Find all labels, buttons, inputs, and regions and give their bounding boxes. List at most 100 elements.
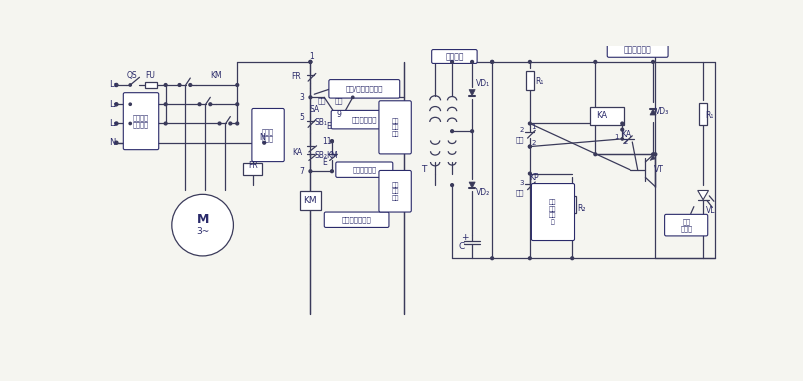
Circle shape	[218, 122, 221, 125]
Text: E: E	[326, 122, 331, 131]
Circle shape	[621, 138, 622, 140]
Circle shape	[450, 61, 453, 63]
Text: FR: FR	[247, 161, 257, 170]
Circle shape	[528, 145, 531, 148]
Circle shape	[129, 103, 131, 106]
Bar	[699, 104, 706, 125]
Text: SA: SA	[309, 105, 319, 114]
Circle shape	[115, 103, 118, 106]
Text: 手动启动按钮: 手动启动按钮	[352, 166, 376, 173]
Bar	[589, 107, 623, 125]
Polygon shape	[697, 190, 707, 200]
FancyBboxPatch shape	[378, 170, 411, 212]
Text: VT: VT	[653, 165, 662, 174]
Text: VD₃: VD₃	[654, 107, 669, 117]
Text: 7: 7	[299, 167, 304, 176]
FancyBboxPatch shape	[251, 109, 284, 162]
Text: 自动: 自动	[317, 98, 326, 104]
Text: R₂: R₂	[577, 204, 585, 213]
Text: 2: 2	[623, 139, 627, 145]
Circle shape	[470, 130, 473, 133]
Circle shape	[129, 84, 131, 86]
Text: KA: KA	[620, 130, 630, 139]
Text: 3~: 3~	[196, 227, 209, 236]
Text: 3: 3	[299, 93, 304, 102]
Circle shape	[593, 61, 596, 63]
Text: 自动
回路
启动: 自动 回路 启动	[391, 182, 398, 200]
Circle shape	[178, 83, 181, 86]
Text: 手动停止按钮: 手动停止按钮	[351, 116, 377, 123]
Circle shape	[172, 194, 233, 256]
Circle shape	[570, 257, 573, 259]
Bar	[145, 82, 157, 88]
Circle shape	[528, 122, 531, 125]
FancyBboxPatch shape	[328, 80, 399, 98]
Circle shape	[330, 140, 333, 142]
Circle shape	[115, 122, 118, 125]
Text: VD₂: VD₂	[475, 188, 489, 197]
Circle shape	[528, 145, 531, 148]
Text: C: C	[458, 242, 464, 251]
Text: KA: KA	[595, 111, 606, 120]
Text: FR: FR	[291, 72, 301, 81]
Text: 上限: 上限	[515, 136, 523, 143]
Text: 旦源接触器线圈: 旦源接触器线圈	[341, 216, 371, 223]
Circle shape	[620, 122, 623, 125]
Circle shape	[620, 128, 623, 131]
Text: QS: QS	[126, 71, 137, 80]
Circle shape	[308, 61, 312, 63]
Circle shape	[235, 103, 238, 106]
Circle shape	[490, 61, 493, 63]
FancyBboxPatch shape	[123, 93, 158, 150]
Circle shape	[330, 170, 333, 173]
Circle shape	[115, 83, 118, 86]
FancyBboxPatch shape	[378, 101, 411, 154]
Circle shape	[235, 122, 238, 125]
FancyBboxPatch shape	[664, 215, 707, 236]
Circle shape	[470, 61, 473, 63]
Circle shape	[330, 140, 333, 142]
Circle shape	[164, 122, 167, 125]
Text: L₂: L₂	[108, 100, 116, 109]
Text: 蒸汽
压力
传感
器: 蒸汽 压力 传感 器	[548, 200, 556, 225]
Circle shape	[490, 61, 493, 63]
Text: 电源
指示灯: 电源 指示灯	[679, 218, 691, 232]
Text: T: T	[421, 165, 426, 174]
Circle shape	[593, 153, 596, 156]
Text: 2: 2	[531, 140, 536, 146]
Polygon shape	[468, 182, 475, 188]
Text: SB₁: SB₁	[314, 118, 327, 127]
Text: 5: 5	[299, 113, 304, 122]
Text: L₃: L₃	[108, 119, 116, 128]
FancyBboxPatch shape	[331, 110, 397, 129]
Text: 手动: 手动	[334, 98, 343, 104]
Circle shape	[164, 83, 167, 86]
Circle shape	[198, 103, 201, 106]
Text: 1: 1	[309, 52, 314, 61]
Circle shape	[528, 172, 531, 175]
FancyBboxPatch shape	[336, 162, 393, 178]
Text: 直流电源: 直流电源	[445, 52, 463, 61]
Text: 晶体管继电器: 晶体管继电器	[623, 46, 650, 55]
Bar	[300, 191, 320, 210]
Polygon shape	[468, 90, 475, 96]
Circle shape	[235, 83, 238, 86]
Circle shape	[450, 130, 453, 133]
Text: +: +	[460, 233, 467, 242]
Circle shape	[528, 61, 531, 63]
Bar	[145, 120, 157, 126]
Text: 2: 2	[519, 127, 523, 133]
Bar	[145, 101, 157, 107]
FancyBboxPatch shape	[431, 50, 476, 63]
Bar	[525, 71, 533, 90]
Polygon shape	[649, 109, 655, 115]
Circle shape	[308, 96, 312, 99]
Text: L₁: L₁	[108, 80, 116, 90]
Circle shape	[490, 257, 493, 259]
Text: SB₂: SB₂	[314, 150, 327, 160]
FancyBboxPatch shape	[606, 43, 667, 57]
Text: KA: KA	[292, 148, 303, 157]
FancyBboxPatch shape	[324, 212, 389, 227]
Text: 1: 1	[531, 124, 536, 130]
Circle shape	[189, 83, 191, 86]
